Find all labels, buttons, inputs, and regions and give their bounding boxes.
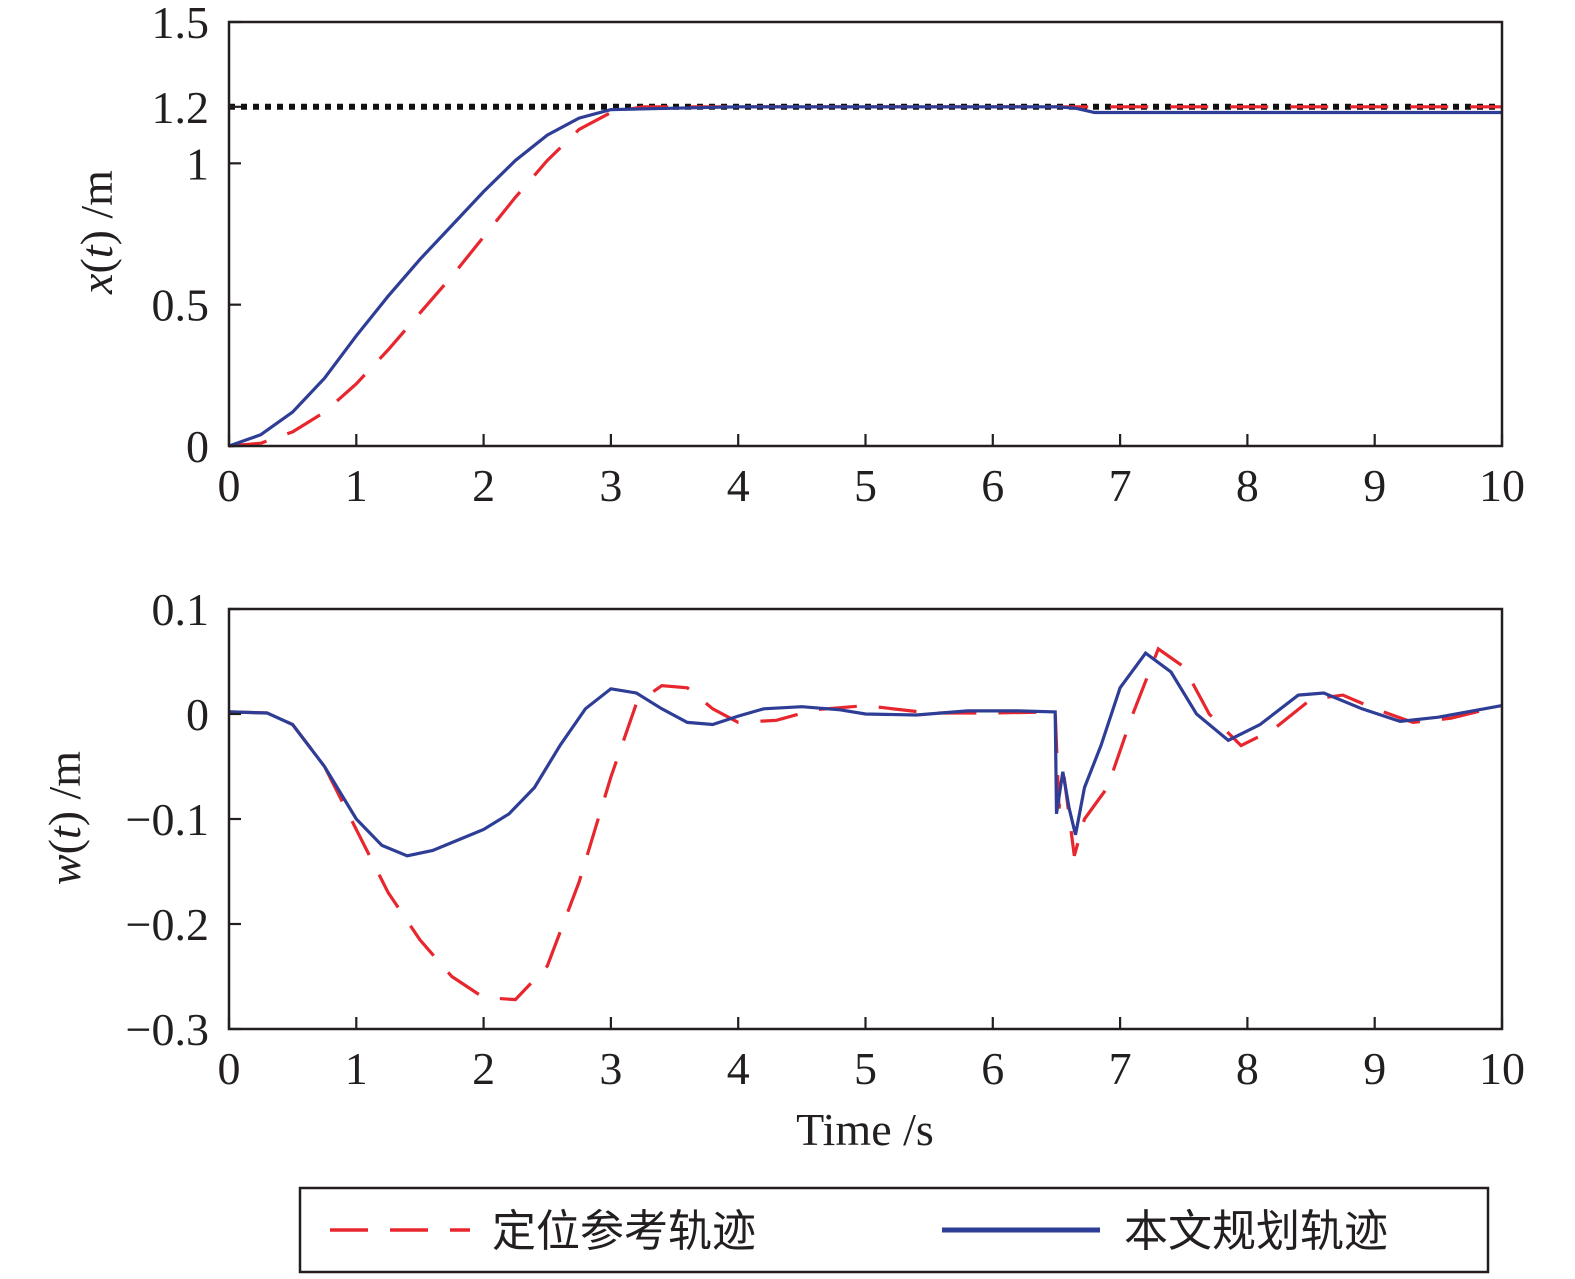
w-deflection-ytick-label-0-2: −0.2 [126,899,209,950]
x-position-xtick-label-2: 2 [472,460,495,511]
x-position-plot-area [227,20,1504,448]
w-deflection-axes-frame [227,607,1504,1031]
w-deflection-ylabel: w(t) /m [39,751,90,885]
x-position-xtick-label-9: 9 [1363,460,1386,511]
w-deflection-xtick-label-10: 10 [1479,1043,1525,1094]
x-position-series-reference [228,105,1502,448]
x-position-ylabel: x(t) /m [71,170,122,295]
x-position-xtick-label-5: 5 [854,460,877,511]
w-deflection-xtick-label-3: 3 [599,1043,622,1094]
x-position-xtick-label-4: 4 [727,460,750,511]
w-deflection-plot-area [227,607,1504,1031]
w-deflection-xtick-label-2: 2 [472,1043,495,1094]
x-position-ytick-label-0: 0 [186,421,209,472]
w-deflection-series-planned [228,650,1503,858]
w-deflection-xtick-label-1: 1 [345,1043,368,1094]
w-deflection-ytick-label-0-3: −0.3 [126,1004,209,1055]
x-position-xtick-label-3: 3 [599,460,622,511]
w-deflection-ytick-label-0-1: −0.1 [126,794,209,845]
w-deflection-xtick-label-6: 6 [981,1043,1004,1094]
w-deflection-series-reference [228,646,1503,1002]
w-deflection-ticks: 0 1 2 3 4 5 6 7 8 9 10 −0.3 −0.2 −0.1 0 0.1 [126,584,1525,1094]
legend: 定位参考轨迹 本文规划轨迹 [298,1186,1490,1274]
w-deflection-xtick-label-4: 4 [727,1043,750,1094]
legend-box [298,1186,1490,1274]
x-position-axes-frame [227,20,1504,448]
w-deflection-xtick-label-5: 5 [854,1043,877,1094]
w-deflection-xtick-label-8: 8 [1236,1043,1259,1094]
w-deflection-xtick-label-7: 7 [1109,1043,1132,1094]
time-xlabel: Time /s [796,1104,934,1155]
x-position-xtick-label-7: 7 [1109,460,1132,511]
w-deflection-xtick-label-9: 9 [1363,1043,1386,1094]
x-position-xtick-label-0: 0 [218,460,241,511]
x-position-series-planned [228,105,1502,448]
legend-label-reference: 定位参考轨迹 [492,1206,756,1257]
w-deflection-xtick-label-0: 0 [218,1043,241,1094]
x-position-xtick-label-10: 10 [1479,460,1525,511]
w-deflection-ytick-label-0: 0 [186,689,209,740]
legend-label-planned: 本文规划轨迹 [1124,1206,1388,1257]
w-deflection-ytick-label-0-1: 0.1 [152,584,210,635]
x-position-ytick-label-1: 1 [186,138,209,189]
x-position-xtick-label-1: 1 [345,460,368,511]
w-deflection-panel: 0 1 2 3 4 5 6 7 8 9 10 −0.3 −0.2 −0.1 0 0.1 w(t) /m Tim… [39,584,1525,1155]
x-position-ytick-label-1-2: 1.2 [152,82,210,133]
x-position-xtick-label-8: 8 [1236,460,1259,511]
x-position-ytick-label-0-5: 0.5 [152,280,210,331]
x-position-xtick-label-6: 6 [981,460,1004,511]
x-position-ytick-label-1-5: 1.5 [152,0,210,48]
